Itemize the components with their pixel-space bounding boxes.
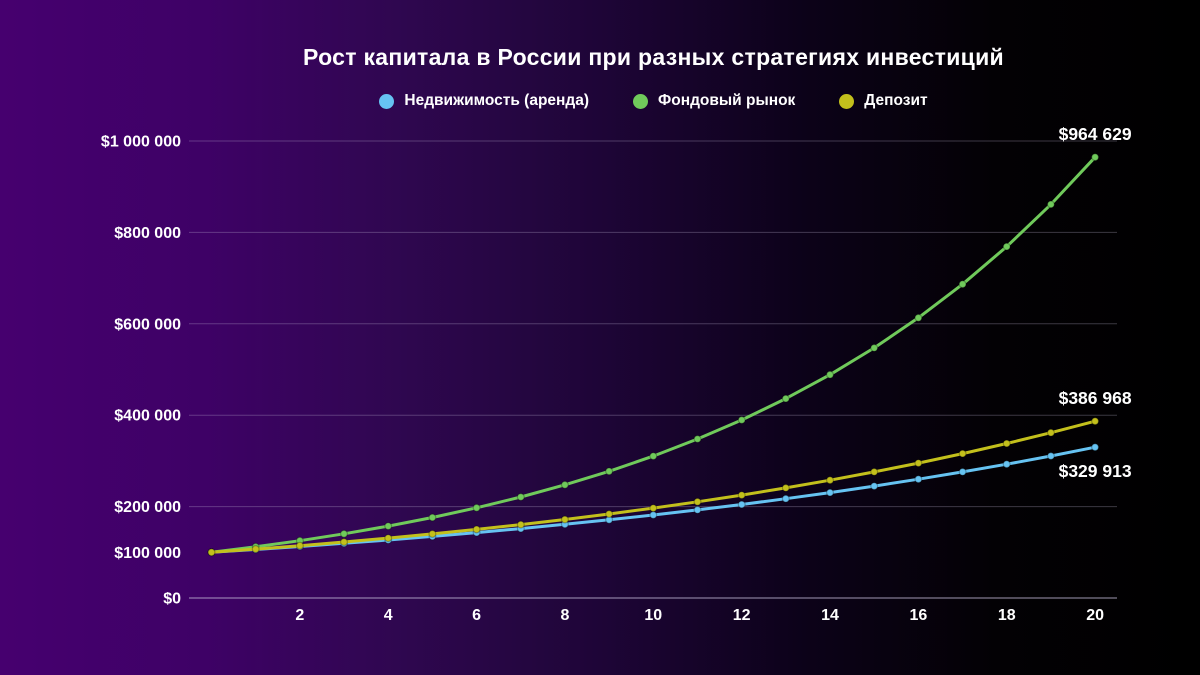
- data-point-marker: [472, 503, 481, 512]
- y-tick-label: $600 000: [114, 316, 181, 333]
- data-point-marker: [1091, 417, 1100, 426]
- data-point-marker: [649, 452, 658, 461]
- x-tick-label: 18: [998, 607, 1016, 624]
- x-tick-label: 10: [644, 607, 662, 624]
- data-point-marker: [1002, 439, 1011, 448]
- chart-legend: Недвижимость (аренда) Фондовый рынок Депоз…: [190, 92, 1117, 110]
- data-point-marker: [1002, 242, 1011, 251]
- legend-label: Фондовый рынок: [658, 92, 796, 109]
- series-end-value-label: $386 968: [1059, 388, 1132, 408]
- data-point-marker: [693, 435, 702, 444]
- x-tick-label: 8: [560, 607, 569, 624]
- data-point-marker: [781, 394, 790, 403]
- legend-label: Недвижимость (аренда): [404, 92, 590, 109]
- series-0: $329 913: [207, 443, 1132, 557]
- data-point-marker: [1002, 460, 1011, 469]
- x-tick-label: 16: [909, 607, 927, 624]
- x-tick-label: 12: [733, 607, 751, 624]
- data-point-marker: [693, 505, 702, 514]
- data-point-marker: [428, 513, 437, 522]
- series-end-value-label: $329 913: [1059, 461, 1132, 481]
- data-point-marker: [781, 483, 790, 492]
- data-point-marker: [295, 541, 304, 550]
- legend-dot-icon: [633, 93, 649, 109]
- data-point-marker: [914, 459, 923, 468]
- data-point-marker: [605, 467, 614, 476]
- data-point-marker: [781, 494, 790, 503]
- y-axis-tick-labels: $0 $100 000 $200 000 $400 000 $600 000 $800 0…: [101, 134, 181, 608]
- x-axis-tick-labels: 2 4 6 8 10 12 14 16 18 20: [295, 607, 1104, 624]
- legend-item-0: Недвижимость (аренда): [379, 92, 589, 110]
- data-point-marker: [693, 497, 702, 506]
- data-point-marker: [516, 520, 525, 529]
- legend-item-1: Фондовый рынок: [633, 92, 795, 110]
- data-point-marker: [384, 522, 393, 531]
- data-point-marker: [958, 280, 967, 289]
- series-1: $964 629: [207, 124, 1132, 557]
- data-point-marker: [1046, 200, 1055, 209]
- data-point-marker: [825, 476, 834, 485]
- data-point-marker: [870, 467, 879, 476]
- chart-title: Рост капитала в России при разных страте…: [303, 44, 1004, 70]
- y-tick-label: $200 000: [114, 499, 181, 516]
- data-point-marker: [1091, 153, 1100, 162]
- data-point-marker: [340, 537, 349, 546]
- data-point-marker: [1046, 428, 1055, 437]
- y-tick-label: $0: [163, 591, 181, 608]
- data-point-marker: [207, 548, 216, 557]
- grid-lines: [189, 140, 1117, 508]
- x-tick-label: 14: [821, 607, 839, 624]
- x-tick-label: 20: [1086, 607, 1104, 624]
- data-point-marker: [251, 545, 260, 554]
- legend-dot-icon: [379, 93, 395, 109]
- data-point-marker: [605, 510, 614, 519]
- data-point-marker: [870, 343, 879, 352]
- series-end-value-label: $964 629: [1059, 124, 1132, 144]
- y-tick-label: $1 000 000: [101, 134, 181, 151]
- data-point-marker: [870, 482, 879, 491]
- data-point-marker: [560, 480, 569, 489]
- data-point-marker: [649, 511, 658, 520]
- data-point-marker: [914, 313, 923, 322]
- data-point-marker: [1091, 443, 1100, 452]
- x-tick-label: 6: [472, 607, 481, 624]
- y-tick-label: $800 000: [114, 225, 181, 242]
- data-point-marker: [914, 475, 923, 484]
- legend-label: Депозит: [864, 92, 928, 109]
- y-tick-label: $100 000: [114, 545, 181, 562]
- data-point-marker: [737, 416, 746, 425]
- x-tick-label: 4: [384, 607, 393, 624]
- data-point-marker: [384, 534, 393, 543]
- data-point-marker: [472, 525, 481, 534]
- data-point-marker: [958, 467, 967, 476]
- data-point-marker: [516, 493, 525, 502]
- data-point-marker: [737, 491, 746, 500]
- data-point-marker: [649, 504, 658, 513]
- x-tick-label: 2: [295, 607, 304, 624]
- legend-dot-icon: [839, 93, 855, 109]
- legend-item-2: Депозит: [839, 92, 928, 110]
- data-point-marker: [825, 488, 834, 497]
- data-point-marker: [825, 370, 834, 379]
- series-line: [210, 155, 1097, 554]
- data-point-marker: [560, 515, 569, 524]
- series-2: $386 968: [207, 388, 1132, 557]
- y-tick-label: $400 000: [114, 408, 181, 425]
- data-point-marker: [958, 449, 967, 458]
- data-point-marker: [737, 500, 746, 509]
- data-point-marker: [428, 529, 437, 538]
- data-point-marker: [340, 529, 349, 538]
- data-point-marker: [1046, 452, 1055, 461]
